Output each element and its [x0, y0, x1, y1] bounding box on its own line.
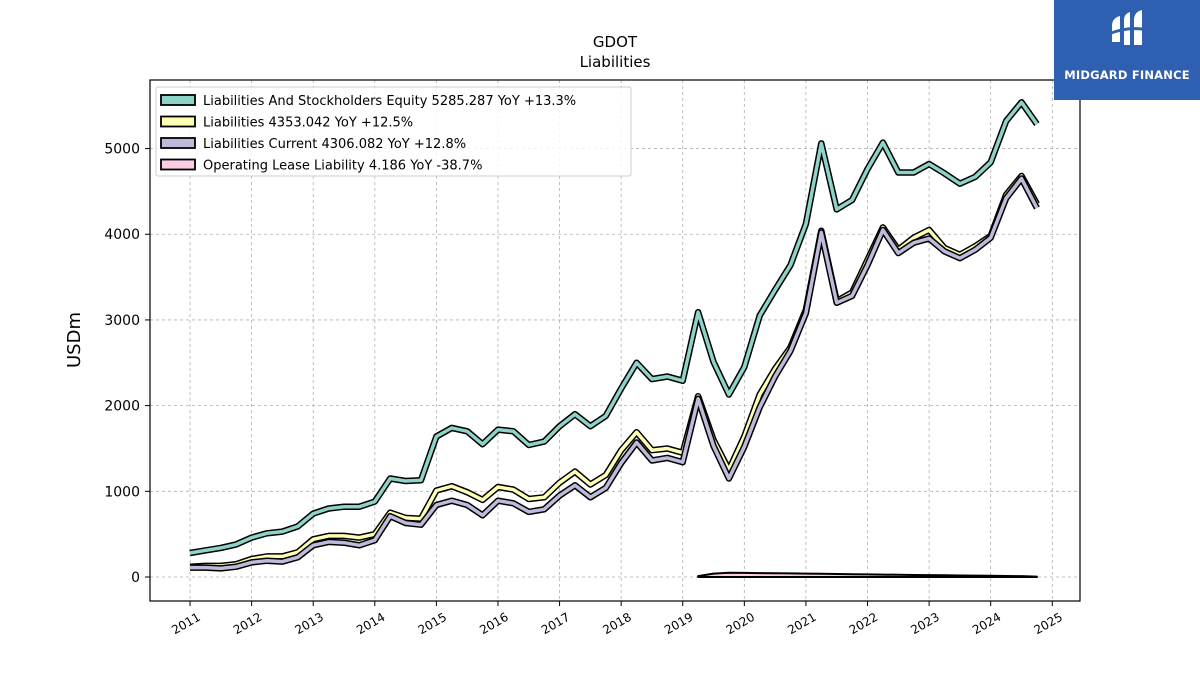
legend-swatch — [160, 158, 196, 171]
y-tick-label: 5000 — [104, 142, 140, 158]
x-tick-label: 2015 — [416, 610, 449, 637]
x-tick-label: 2016 — [477, 610, 510, 637]
legend: Liabilities And Stockholders Equity 5285… — [155, 86, 632, 177]
legend-box — [155, 86, 632, 177]
x-tick-label: 2017 — [539, 610, 572, 637]
series-line-liabilities-current — [190, 176, 1039, 571]
y-tick-label: 2000 — [104, 399, 140, 415]
x-tick-label: 2019 — [662, 610, 695, 637]
x-tick-label: 2023 — [908, 610, 941, 637]
chart-title: GDOT — [593, 33, 638, 51]
series-group — [189, 99, 1040, 578]
x-tick-label: 2022 — [847, 610, 880, 637]
y-tick-label: 1000 — [104, 484, 140, 500]
brand-name: MIDGARD FINANCE — [1064, 68, 1190, 82]
x-tick-label: 2020 — [724, 610, 757, 637]
x-tick-label: 2011 — [169, 610, 202, 637]
x-tick-label: 2025 — [1032, 610, 1065, 637]
x-tick-label: 2024 — [970, 610, 1003, 637]
y-axis-label: USDm — [64, 312, 85, 368]
x-tick-label: 2021 — [785, 610, 818, 637]
legend-swatch — [160, 137, 196, 149]
x-tick-label: 2014 — [354, 610, 387, 637]
legend-swatch — [160, 115, 196, 128]
legend-swatch — [160, 94, 196, 106]
brand-logo: MIDGARD FINANCE — [1054, 0, 1200, 100]
legend-label: Liabilities Current 4306.082 YoY +12.8% — [203, 137, 466, 152]
series-line-liabilities-and-stockholders-equity — [189, 100, 1039, 555]
y-tick-label: 4000 — [104, 227, 140, 243]
legend-label: Liabilities And Stockholders Equity 5285… — [203, 94, 576, 109]
chart-subtitle: Liabilities — [580, 53, 651, 71]
midgard-logo-icon — [1110, 10, 1146, 45]
series-area-operating-lease-liability — [697, 571, 1038, 578]
y-tick-label: 3000 — [104, 313, 140, 329]
x-tick-label: 2012 — [231, 610, 264, 637]
legend-label: Liabilities 4353.042 YoY +12.5% — [203, 116, 413, 131]
x-tick-label: 2018 — [600, 610, 633, 637]
legend-label: Operating Lease Liability 4.186 YoY -38.… — [203, 159, 482, 174]
y-tick-label: 0 — [131, 570, 140, 586]
plot-frame — [149, 79, 1081, 602]
x-tick-label: 2013 — [292, 610, 325, 637]
